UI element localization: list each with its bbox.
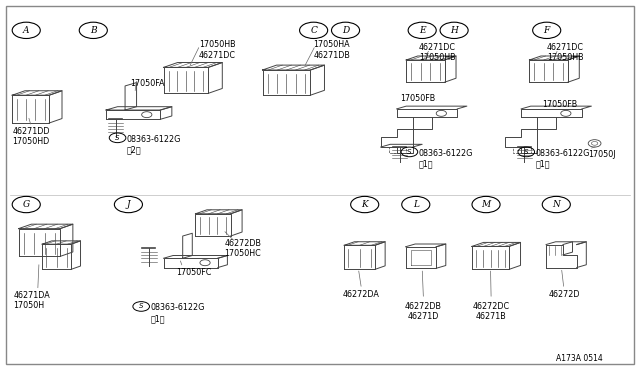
Text: A: A (23, 26, 29, 35)
Text: 46271DD
17050HD: 46271DD 17050HD (12, 127, 50, 146)
Text: S: S (407, 149, 412, 155)
Text: S: S (115, 135, 120, 141)
Text: 08363-6122G
（1）: 08363-6122G （1） (535, 149, 589, 169)
Text: 17050FC: 17050FC (176, 267, 212, 276)
Text: E: E (419, 26, 426, 35)
Text: 17050FB: 17050FB (542, 100, 577, 109)
Text: 08363-6122G
（2）: 08363-6122G （2） (127, 135, 181, 154)
Text: G: G (22, 200, 30, 209)
Text: 08363-6122G
（1）: 08363-6122G （1） (150, 304, 205, 323)
Text: C: C (310, 26, 317, 35)
Text: 17050HB
46271DC: 17050HB 46271DC (198, 40, 236, 60)
Text: 46271DC
17050HB: 46271DC 17050HB (419, 42, 456, 62)
Text: J: J (127, 200, 130, 209)
Text: M: M (481, 200, 491, 209)
Text: 17050FB: 17050FB (400, 94, 435, 103)
Text: 46272DB
46271D: 46272DB 46271D (405, 302, 442, 321)
Text: D: D (342, 26, 349, 35)
Text: B: B (90, 26, 97, 35)
Text: 17050FA: 17050FA (131, 78, 165, 87)
Text: A173A 0514: A173A 0514 (556, 353, 603, 363)
Text: 08363-6122G
（1）: 08363-6122G （1） (419, 149, 474, 169)
Text: S: S (139, 304, 143, 310)
Text: S: S (524, 149, 529, 155)
Text: 46272D: 46272D (548, 290, 580, 299)
Text: 46271DC
17050HB: 46271DC 17050HB (547, 42, 584, 62)
Text: 46272DA: 46272DA (343, 290, 380, 299)
Text: K: K (362, 200, 368, 209)
Text: F: F (543, 26, 550, 35)
Text: 17050HA
46271DB: 17050HA 46271DB (314, 40, 351, 60)
Text: L: L (413, 200, 419, 209)
Text: 17050J: 17050J (588, 150, 616, 159)
Text: 46271DA
17050H: 46271DA 17050H (13, 291, 50, 310)
Text: H: H (450, 26, 458, 35)
Text: N: N (552, 200, 560, 209)
Text: 46272DB
17050HC: 46272DB 17050HC (224, 238, 261, 258)
Text: 46272DC
46271B: 46272DC 46271B (472, 302, 509, 321)
